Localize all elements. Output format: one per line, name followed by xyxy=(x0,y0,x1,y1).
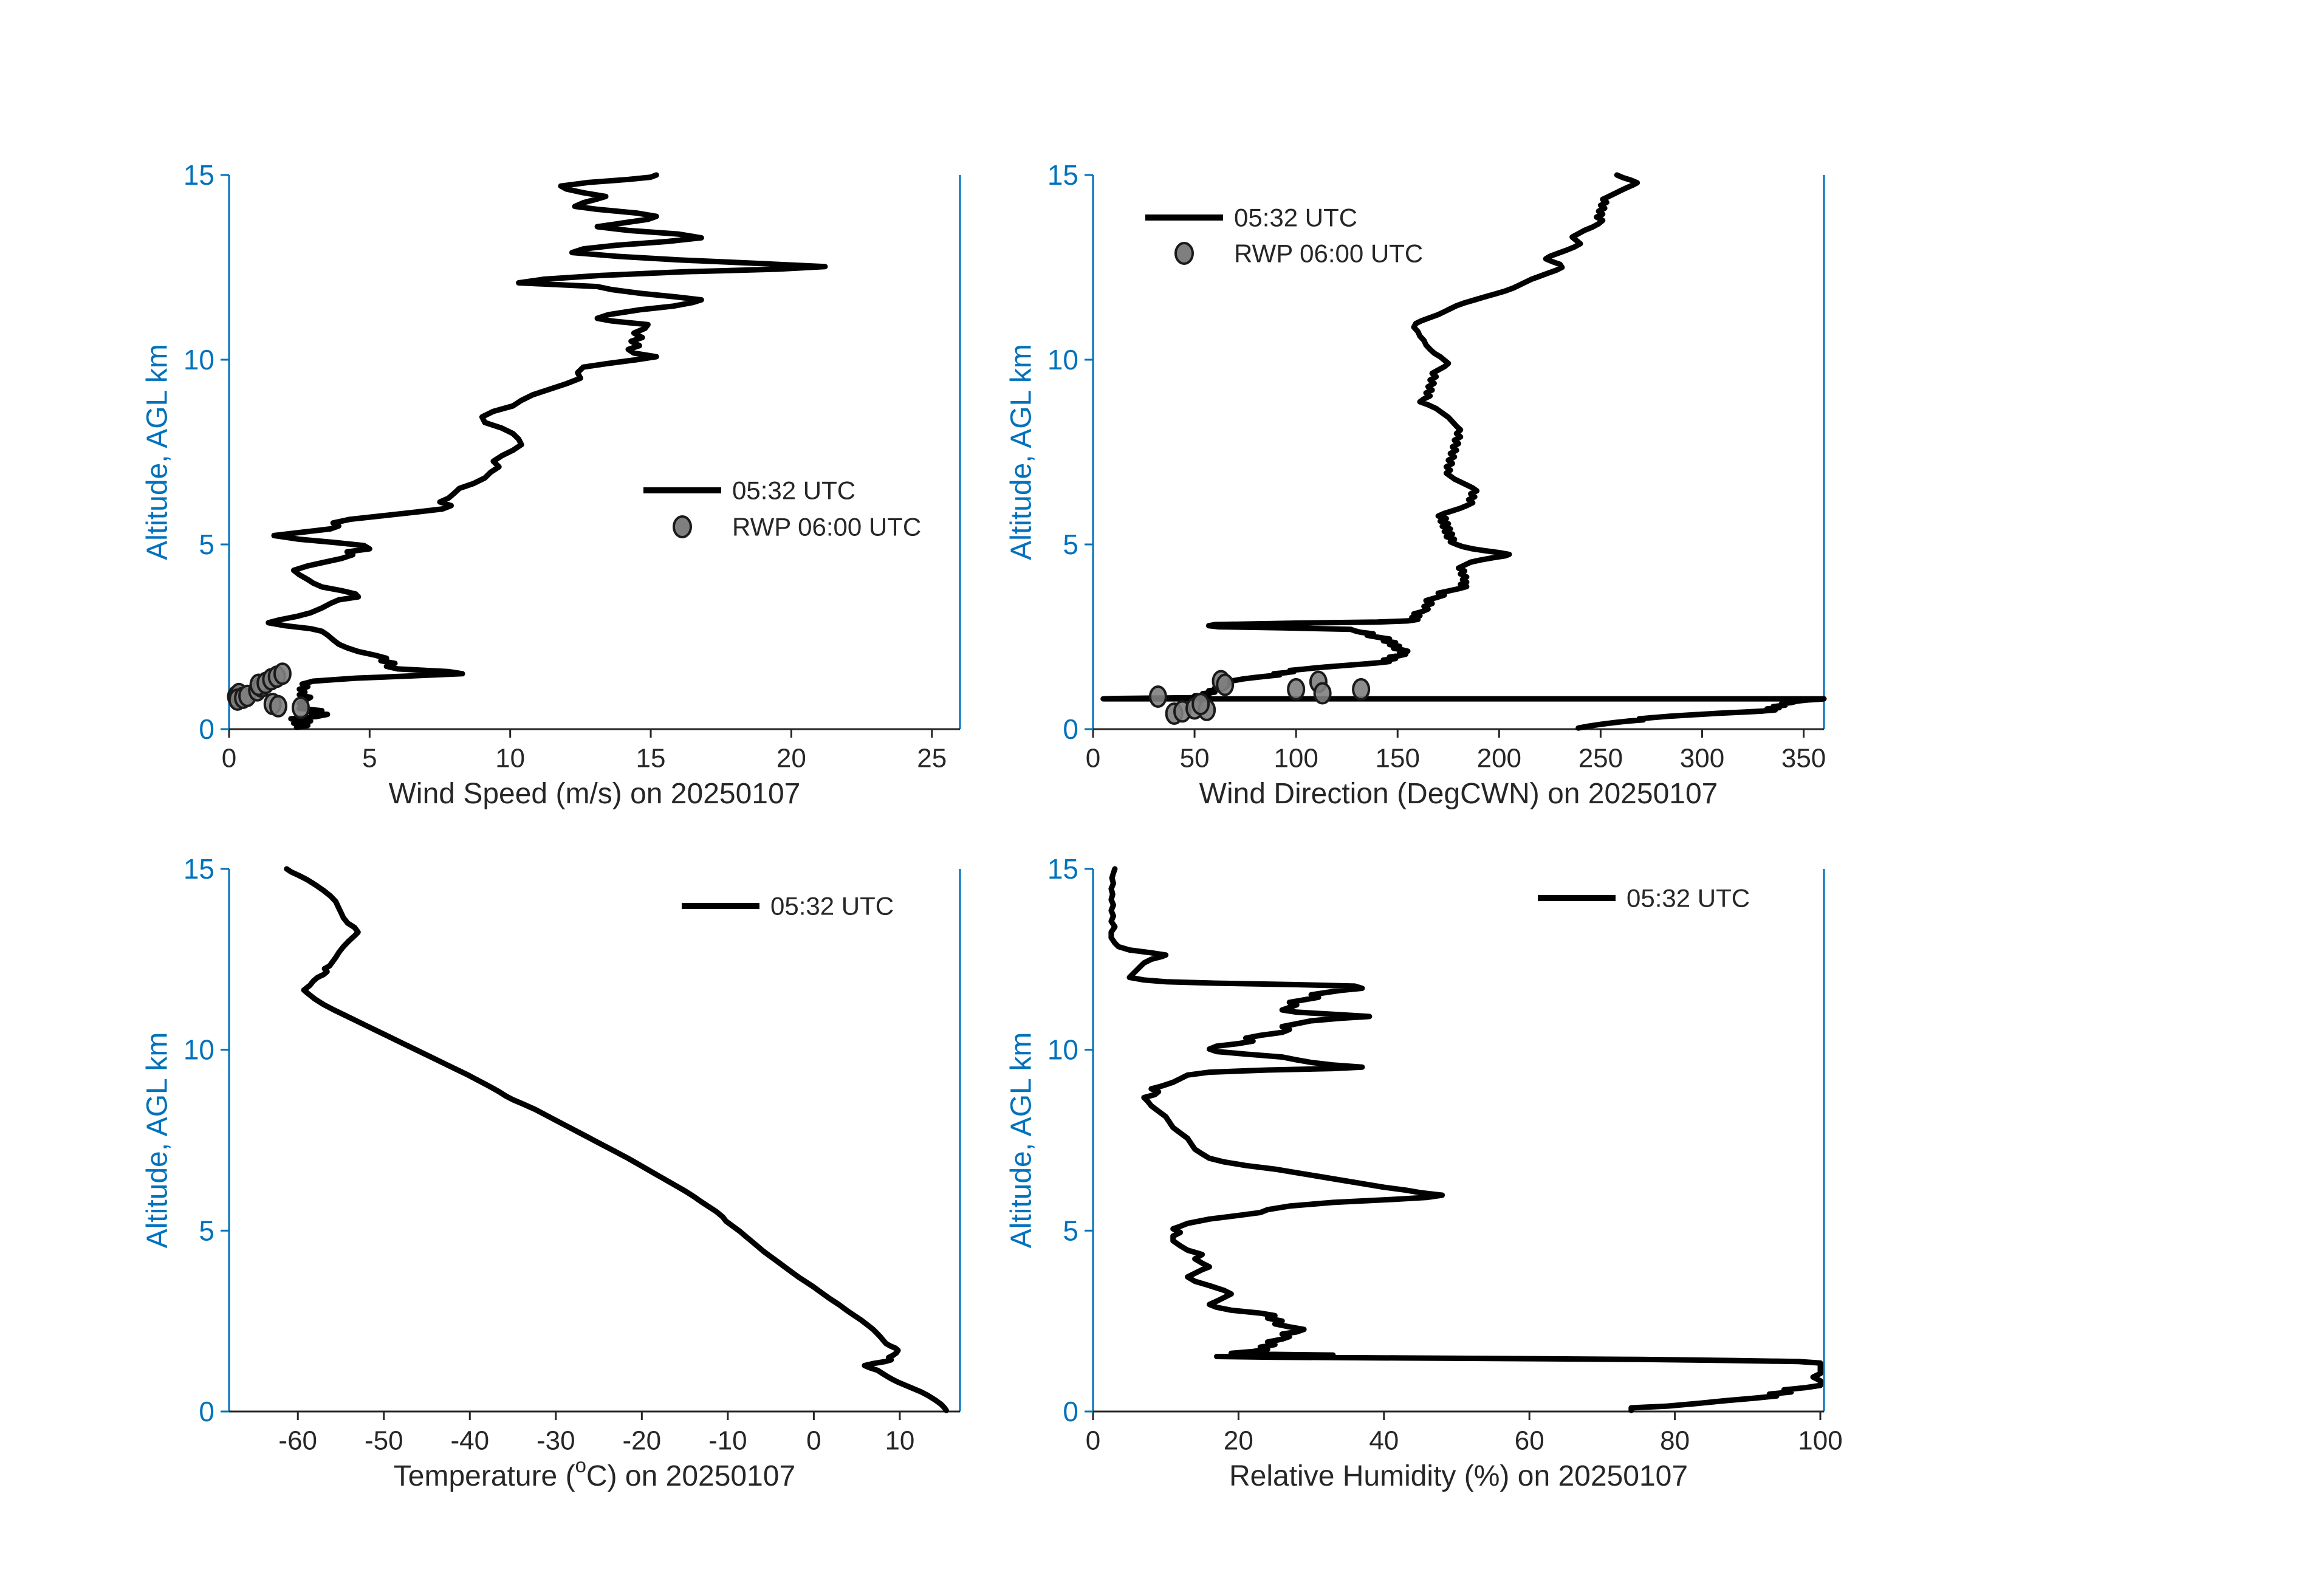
x-tick-label: 100 xyxy=(1798,1426,1842,1456)
x-tick-label: 5 xyxy=(362,744,377,773)
y-tick-label: 10 xyxy=(1047,1034,1078,1066)
rwp-point xyxy=(1216,673,1235,696)
y-axis-title: Altitude, AGL km xyxy=(1006,1032,1038,1249)
x-tick-label: 150 xyxy=(1376,744,1420,773)
x-tick-label: 0 xyxy=(1086,1426,1100,1456)
rwp-point xyxy=(269,695,287,718)
y-tick-label: 0 xyxy=(199,713,214,745)
y-axis-title: Altitude, AGL km xyxy=(1006,344,1038,560)
rwp-point xyxy=(291,696,310,719)
y-tick-label: 0 xyxy=(1063,1396,1078,1427)
y-tick-label: 5 xyxy=(199,1215,214,1246)
x-tick-label: 40 xyxy=(1369,1426,1399,1456)
rwp-point xyxy=(1191,693,1210,716)
y-tick-label: 5 xyxy=(1063,1215,1078,1246)
y-tick-label: 15 xyxy=(183,853,214,885)
x-tick-label: 250 xyxy=(1578,744,1623,773)
x-tick-label: 10 xyxy=(885,1426,914,1456)
legend-label: 05:32 UTC xyxy=(1626,884,1750,913)
legend-label: 05:32 UTC xyxy=(1234,204,1357,232)
y-tick-label: 5 xyxy=(199,529,214,560)
x-tick-label: 20 xyxy=(1224,1426,1253,1456)
x-tick-label: 0 xyxy=(222,744,236,773)
x-tick-label: -50 xyxy=(365,1426,403,1456)
x-tick-label: 350 xyxy=(1781,744,1826,773)
x-axis-title: Wind Speed (m/s) on 20250107 xyxy=(389,778,801,810)
rwp-point xyxy=(1313,682,1332,705)
x-tick-label: 20 xyxy=(776,744,806,773)
y-axis-title: Altitude, AGL km xyxy=(142,1032,174,1249)
legend-label: RWP 06:00 UTC xyxy=(1234,239,1423,268)
x-tick-label: -60 xyxy=(278,1426,317,1456)
y-tick-label: 0 xyxy=(1063,713,1078,745)
x-tick-label: 60 xyxy=(1515,1426,1544,1456)
x-tick-label: 200 xyxy=(1477,744,1521,773)
sonde-profile-line xyxy=(284,866,949,1413)
y-tick-label: 0 xyxy=(199,1396,214,1427)
y-tick-label: 15 xyxy=(1047,159,1078,191)
y-tick-label: 10 xyxy=(183,344,214,376)
x-tick-label: 50 xyxy=(1180,744,1210,773)
rwp-point xyxy=(1148,685,1167,708)
x-tick-label: -40 xyxy=(450,1426,489,1456)
y-tick-label: 5 xyxy=(1063,529,1078,560)
panel-relative-humidity: 0 20 40 60 80 100 0 5 10 15 Relative Humidity (%) … xyxy=(1006,853,1843,1492)
x-tick-label: 100 xyxy=(1273,744,1318,773)
rwp-point xyxy=(273,662,292,685)
legend-marker-sample xyxy=(1174,242,1194,265)
x-tick-label: -10 xyxy=(708,1426,747,1456)
rwp-point xyxy=(1352,677,1371,701)
x-tick-label: 25 xyxy=(917,744,947,773)
panel-wind-direction: 0 50 100 150 200 250 300 350 0 5 10 15 Wind Directio… xyxy=(1006,159,1827,810)
x-tick-label: 10 xyxy=(495,744,525,773)
x-tick-label: 300 xyxy=(1680,744,1724,773)
sonde-profile-line xyxy=(1100,172,1827,731)
y-tick-label: 15 xyxy=(1047,853,1078,885)
y-tick-label: 10 xyxy=(183,1034,214,1066)
y-axis-title: Altitude, AGL km xyxy=(142,344,174,560)
x-tick-label: 0 xyxy=(1086,744,1100,773)
legend-label: 05:32 UTC xyxy=(770,892,894,921)
x-axis-title: Wind Direction (DegCWN) on 20250107 xyxy=(1199,778,1718,810)
panel-wind-speed: 0 5 10 15 20 25 0 5 10 15 Wind Speed (m/s) on 2025… xyxy=(142,159,961,810)
x-axis-title: Temperature (oC) on 20250107 xyxy=(394,1454,795,1492)
x-axis-title: Relative Humidity (%) on 20250107 xyxy=(1229,1460,1688,1492)
x-tick-label: 15 xyxy=(636,744,666,773)
sonde-profile-line xyxy=(1108,866,1823,1413)
sonde-profile-line xyxy=(266,172,828,730)
y-tick-label: 15 xyxy=(183,159,214,191)
legend-label: 05:32 UTC xyxy=(732,476,855,505)
panel-temperature: -60 -50 -40 -30 -20 -10 0 10 0 5 10 15 Temperature (… xyxy=(142,853,961,1492)
x-tick-label: 0 xyxy=(806,1426,821,1456)
legend-label: RWP 06:00 UTC xyxy=(732,513,921,541)
rwp-point xyxy=(1287,677,1306,701)
x-tick-label: -20 xyxy=(623,1426,662,1456)
legend-marker-sample xyxy=(673,515,692,538)
x-tick-label: -30 xyxy=(536,1426,575,1456)
y-tick-label: 10 xyxy=(1047,344,1078,376)
x-tick-label: 80 xyxy=(1660,1426,1690,1456)
